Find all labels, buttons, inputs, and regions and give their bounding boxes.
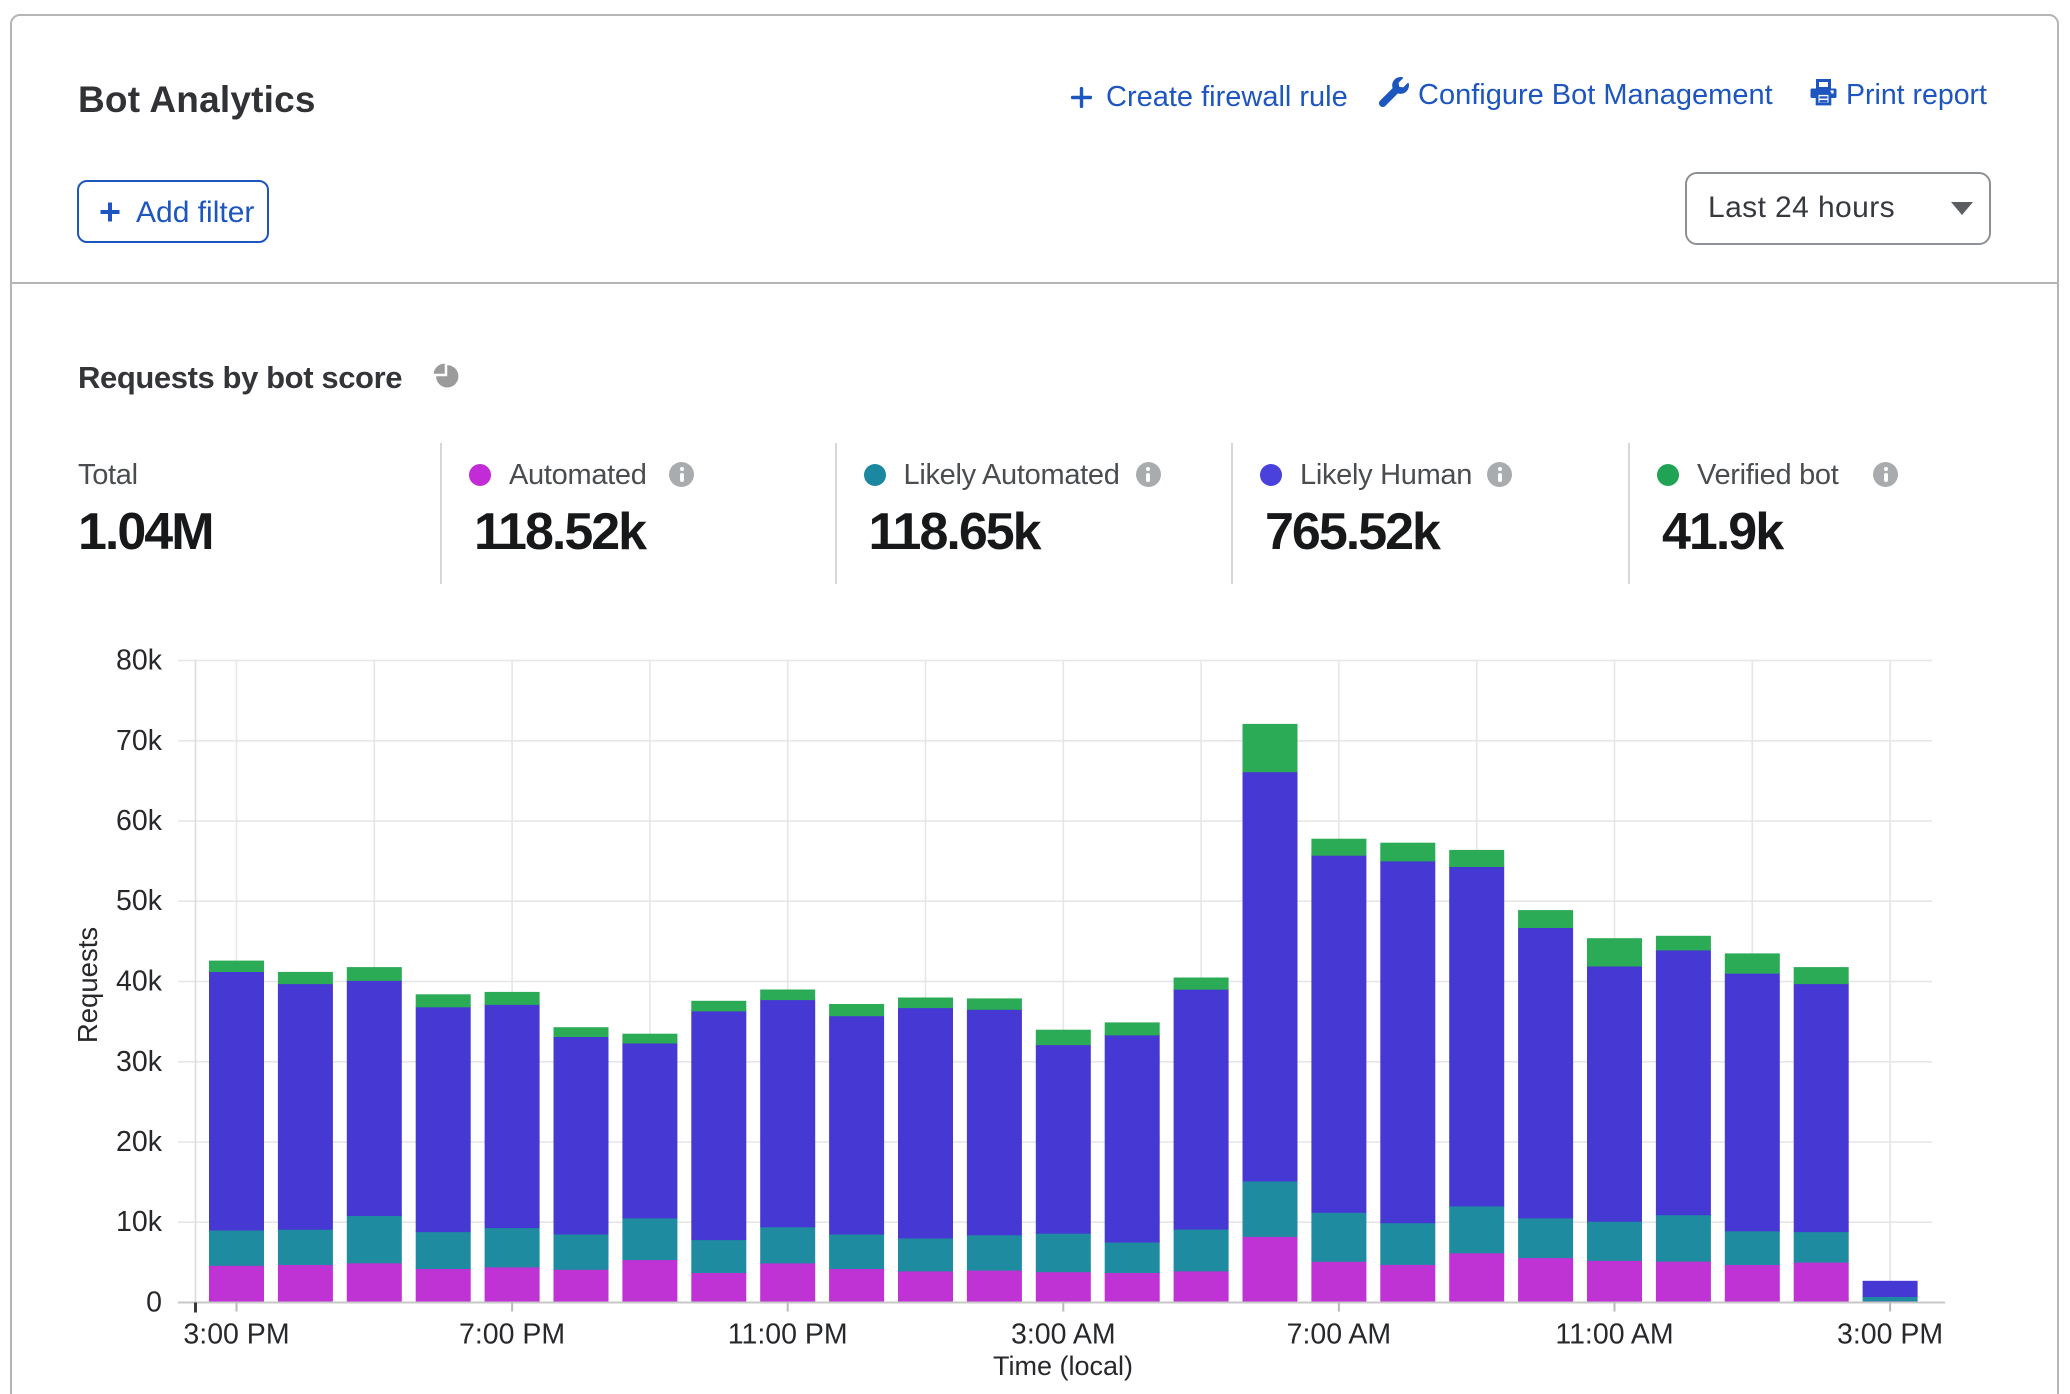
svg-text:40k: 40k: [116, 966, 163, 998]
svg-text:60k: 60k: [116, 805, 163, 837]
svg-text:70k: 70k: [116, 725, 163, 757]
svg-text:3:00 PM: 3:00 PM: [1837, 1319, 1943, 1351]
svg-text:Requests: Requests: [72, 927, 103, 1043]
svg-text:3:00 AM: 3:00 AM: [1011, 1319, 1116, 1351]
svg-text:3:00 PM: 3:00 PM: [183, 1319, 289, 1351]
svg-text:80k: 80k: [116, 645, 163, 677]
svg-text:30k: 30k: [116, 1046, 163, 1078]
svg-text:7:00 AM: 7:00 AM: [1287, 1319, 1392, 1351]
svg-text:10k: 10k: [116, 1206, 163, 1238]
svg-text:11:00 PM: 11:00 PM: [728, 1319, 848, 1351]
svg-text:0: 0: [146, 1287, 162, 1319]
svg-text:7:00 PM: 7:00 PM: [459, 1319, 565, 1351]
svg-text:Time (local): Time (local): [993, 1351, 1133, 1381]
svg-text:11:00 AM: 11:00 AM: [1555, 1319, 1673, 1351]
svg-text:50k: 50k: [116, 885, 163, 917]
svg-text:20k: 20k: [116, 1126, 163, 1158]
